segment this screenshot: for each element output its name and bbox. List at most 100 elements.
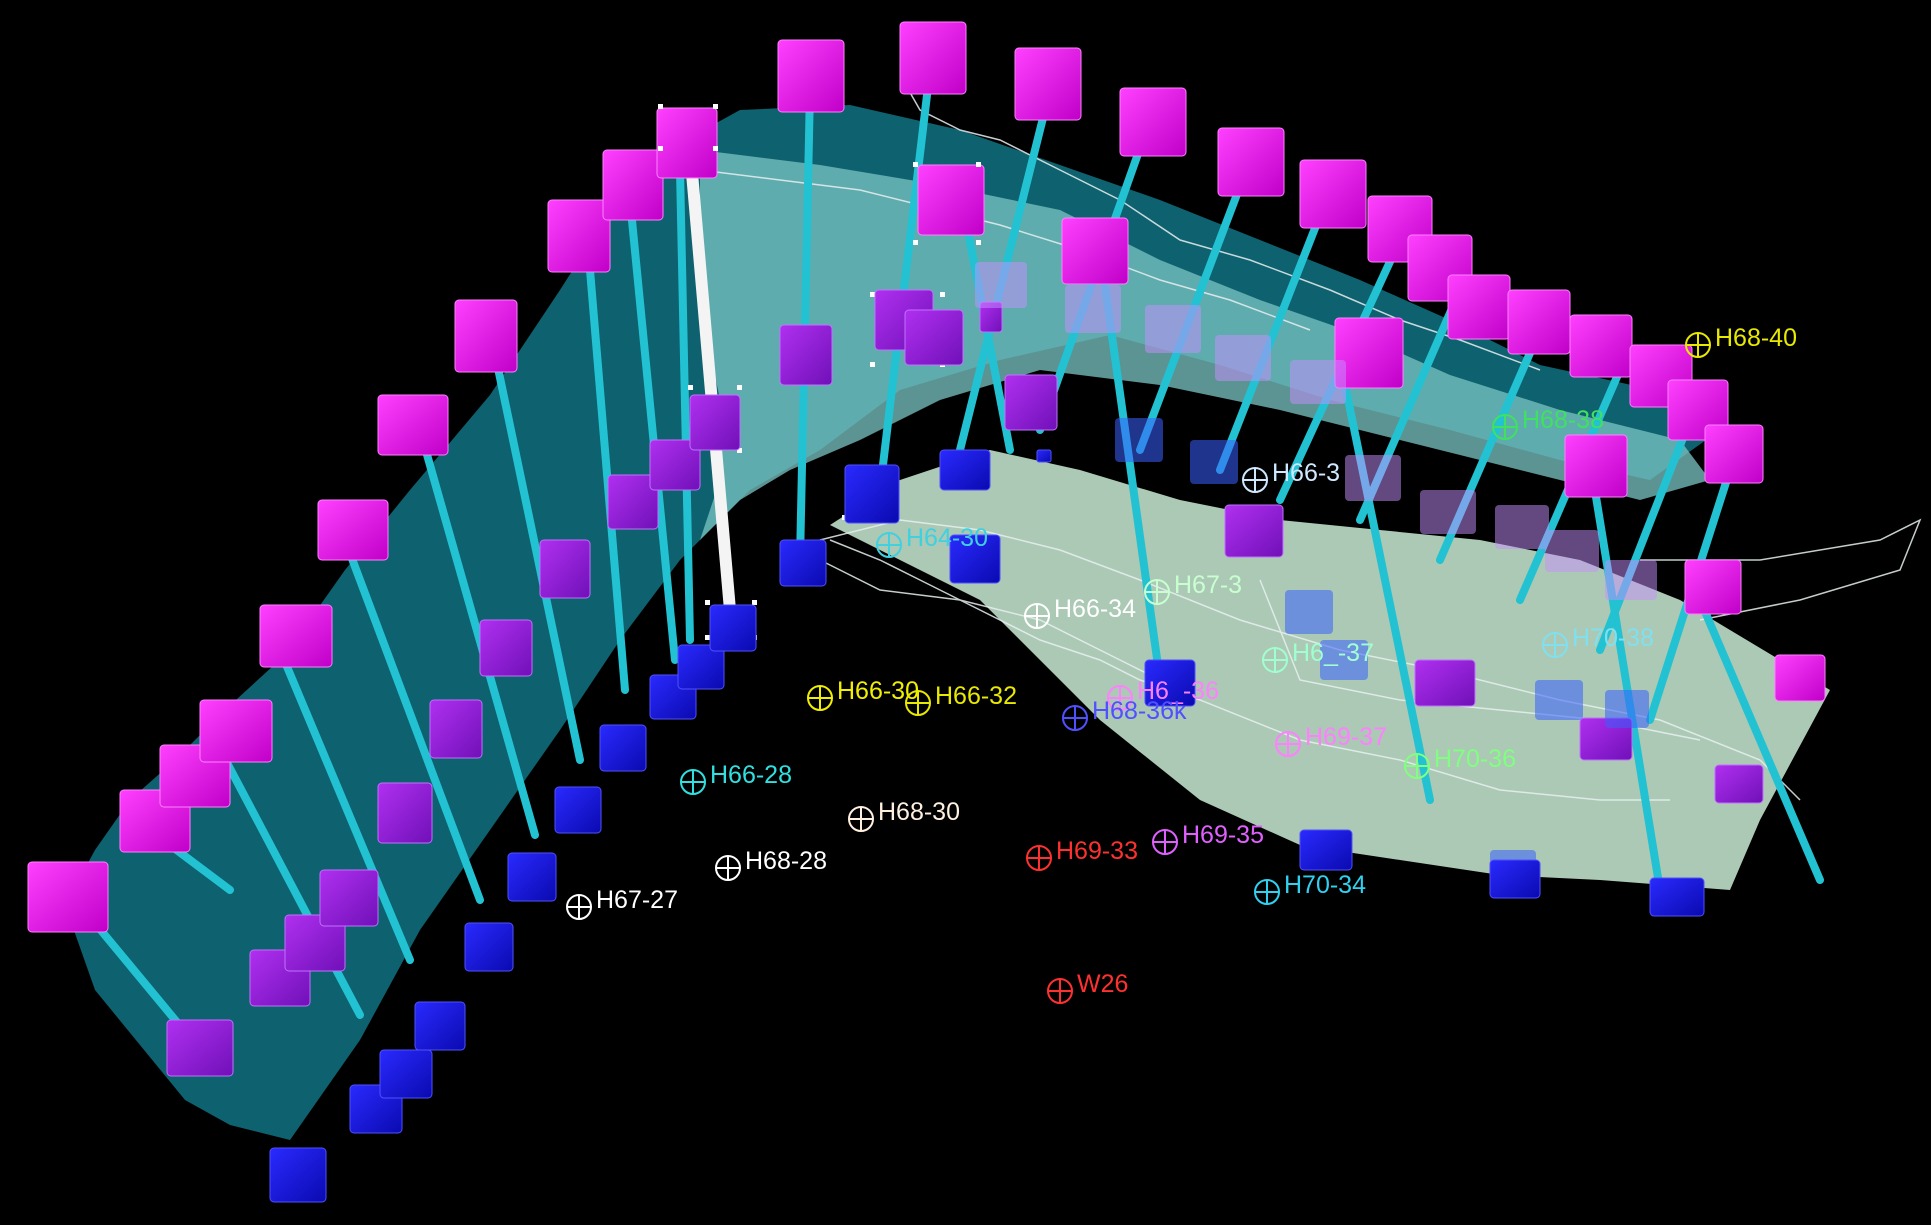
control-point-top xyxy=(454,299,518,373)
control-point-top xyxy=(1014,47,1082,121)
control-point-top xyxy=(259,604,333,668)
well-marker[interactable]: H66-3 xyxy=(1242,459,1340,493)
control-point-mid xyxy=(1224,504,1284,558)
well-label: H69-35 xyxy=(1182,821,1264,849)
control-point-mid xyxy=(779,324,833,386)
well-marker[interactable]: H70-36 xyxy=(1404,745,1516,779)
control-point-top xyxy=(547,199,611,273)
well-symbol-icon xyxy=(1254,879,1280,905)
control-point-base xyxy=(779,539,827,587)
well-symbol-icon xyxy=(1062,705,1088,731)
well-label: H66-34 xyxy=(1054,595,1136,623)
control-point-mid xyxy=(479,619,533,677)
well-marker[interactable]: H67-3 xyxy=(1144,571,1242,605)
control-point-mid xyxy=(166,1019,234,1077)
well-label: H66-3 xyxy=(1272,459,1340,487)
control-point-base xyxy=(599,724,647,772)
control-point-top xyxy=(1704,424,1764,484)
control-point-mid xyxy=(429,699,483,759)
control-point-base xyxy=(414,1001,466,1051)
well-label: H69-37 xyxy=(1305,723,1387,751)
control-point-mid xyxy=(284,914,346,972)
well-symbol-icon xyxy=(1242,467,1268,493)
control-point-top xyxy=(1447,274,1511,340)
control-point-base xyxy=(949,534,1001,584)
control-point-top xyxy=(199,699,273,763)
control-point-mid xyxy=(1714,764,1764,804)
control-point-base xyxy=(554,786,602,834)
well-marker[interactable]: H68-30 xyxy=(848,798,960,832)
control-point-top xyxy=(1334,317,1404,389)
well-symbol-icon xyxy=(807,685,833,711)
well-marker[interactable]: H69-33 xyxy=(1026,837,1138,871)
well-label: H70-36 xyxy=(1434,745,1516,773)
control-point-top xyxy=(1119,87,1187,157)
well-marker[interactable]: H6_-37 xyxy=(1262,639,1374,673)
well-marker[interactable]: H68-40 xyxy=(1685,324,1797,358)
well-marker[interactable]: H68-28 xyxy=(715,847,827,881)
well-label: H68-30 xyxy=(878,798,960,826)
well-symbol-icon xyxy=(680,769,706,795)
control-point-base xyxy=(1649,877,1705,917)
well-label: H68-28 xyxy=(745,847,827,875)
control-point-top xyxy=(899,21,967,95)
control-point-base xyxy=(464,922,514,972)
control-point-mid xyxy=(1004,374,1058,431)
well-symbol-icon xyxy=(1404,753,1430,779)
control-point-base xyxy=(1144,659,1196,707)
well-marker[interactable]: H64-30 xyxy=(876,524,988,558)
control-point-base xyxy=(709,604,757,652)
well-markers[interactable]: H68-40 H68-38 H66-3 H64-30 H67-3 H66-34 H6_-37… xyxy=(566,324,1797,1004)
control-point-top xyxy=(1564,434,1628,498)
control-point-base xyxy=(939,449,991,491)
control-point-base xyxy=(1299,829,1353,871)
top-control-points[interactable] xyxy=(27,21,1826,933)
base-control-points[interactable] xyxy=(269,449,1705,1203)
well-symbol-icon xyxy=(1152,829,1178,855)
fault-surface-mid[interactable] xyxy=(700,150,1710,540)
well-marker[interactable]: H69-35 xyxy=(1152,821,1264,855)
control-point-mid xyxy=(649,439,701,491)
well-marker[interactable]: H70-38 xyxy=(1542,624,1654,658)
well-marker[interactable]: H67-27 xyxy=(566,886,678,920)
well-marker[interactable]: H66-34 xyxy=(1024,595,1136,629)
well-symbol-icon xyxy=(1144,579,1170,605)
well-symbol-icon xyxy=(1492,414,1518,440)
control-point-mid xyxy=(1414,659,1476,707)
control-point-top xyxy=(656,107,718,179)
well-label: H6_-37 xyxy=(1292,639,1374,667)
well-symbol-icon xyxy=(715,855,741,881)
well-label: H68-38 xyxy=(1522,406,1604,434)
control-point-top xyxy=(1774,654,1826,702)
control-point-base xyxy=(507,852,557,902)
well-symbol-icon xyxy=(1107,685,1133,711)
control-point-mid xyxy=(904,309,964,366)
well-marker[interactable]: H68-36k xyxy=(1062,697,1187,731)
well-marker[interactable]: H6_-36 xyxy=(1107,677,1219,711)
control-point-mid xyxy=(689,394,741,451)
well-label: H68-36k xyxy=(1092,697,1187,725)
well-marker[interactable]: H70-34 xyxy=(1254,871,1366,905)
well-label: H69-33 xyxy=(1056,837,1138,865)
control-point-mid xyxy=(607,474,659,530)
control-point-mid xyxy=(539,539,591,599)
well-label: H64-30 xyxy=(906,524,988,552)
well-label: H67-3 xyxy=(1174,571,1242,599)
mid-control-points[interactable] xyxy=(166,289,1764,1077)
well-label: H6_-36 xyxy=(1137,677,1219,705)
control-point-base xyxy=(1489,859,1541,899)
selected-pillar[interactable] xyxy=(684,144,736,616)
control-point-top xyxy=(1569,314,1633,378)
occluded-control-points xyxy=(975,262,1657,600)
control-point-base xyxy=(1036,449,1052,463)
well-marker[interactable]: H68-38 xyxy=(1492,406,1604,440)
well-label: H68-40 xyxy=(1715,324,1797,352)
well-label: H66-28 xyxy=(710,761,792,789)
well-marker[interactable]: W26 xyxy=(1047,970,1128,1004)
well-marker[interactable]: H66-30 xyxy=(807,677,919,711)
well-marker[interactable]: H66-28 xyxy=(680,761,792,795)
well-marker[interactable]: H66-32 xyxy=(905,682,1017,716)
well-marker[interactable]: H69-37 xyxy=(1275,723,1387,757)
well-symbol-icon xyxy=(1024,603,1050,629)
